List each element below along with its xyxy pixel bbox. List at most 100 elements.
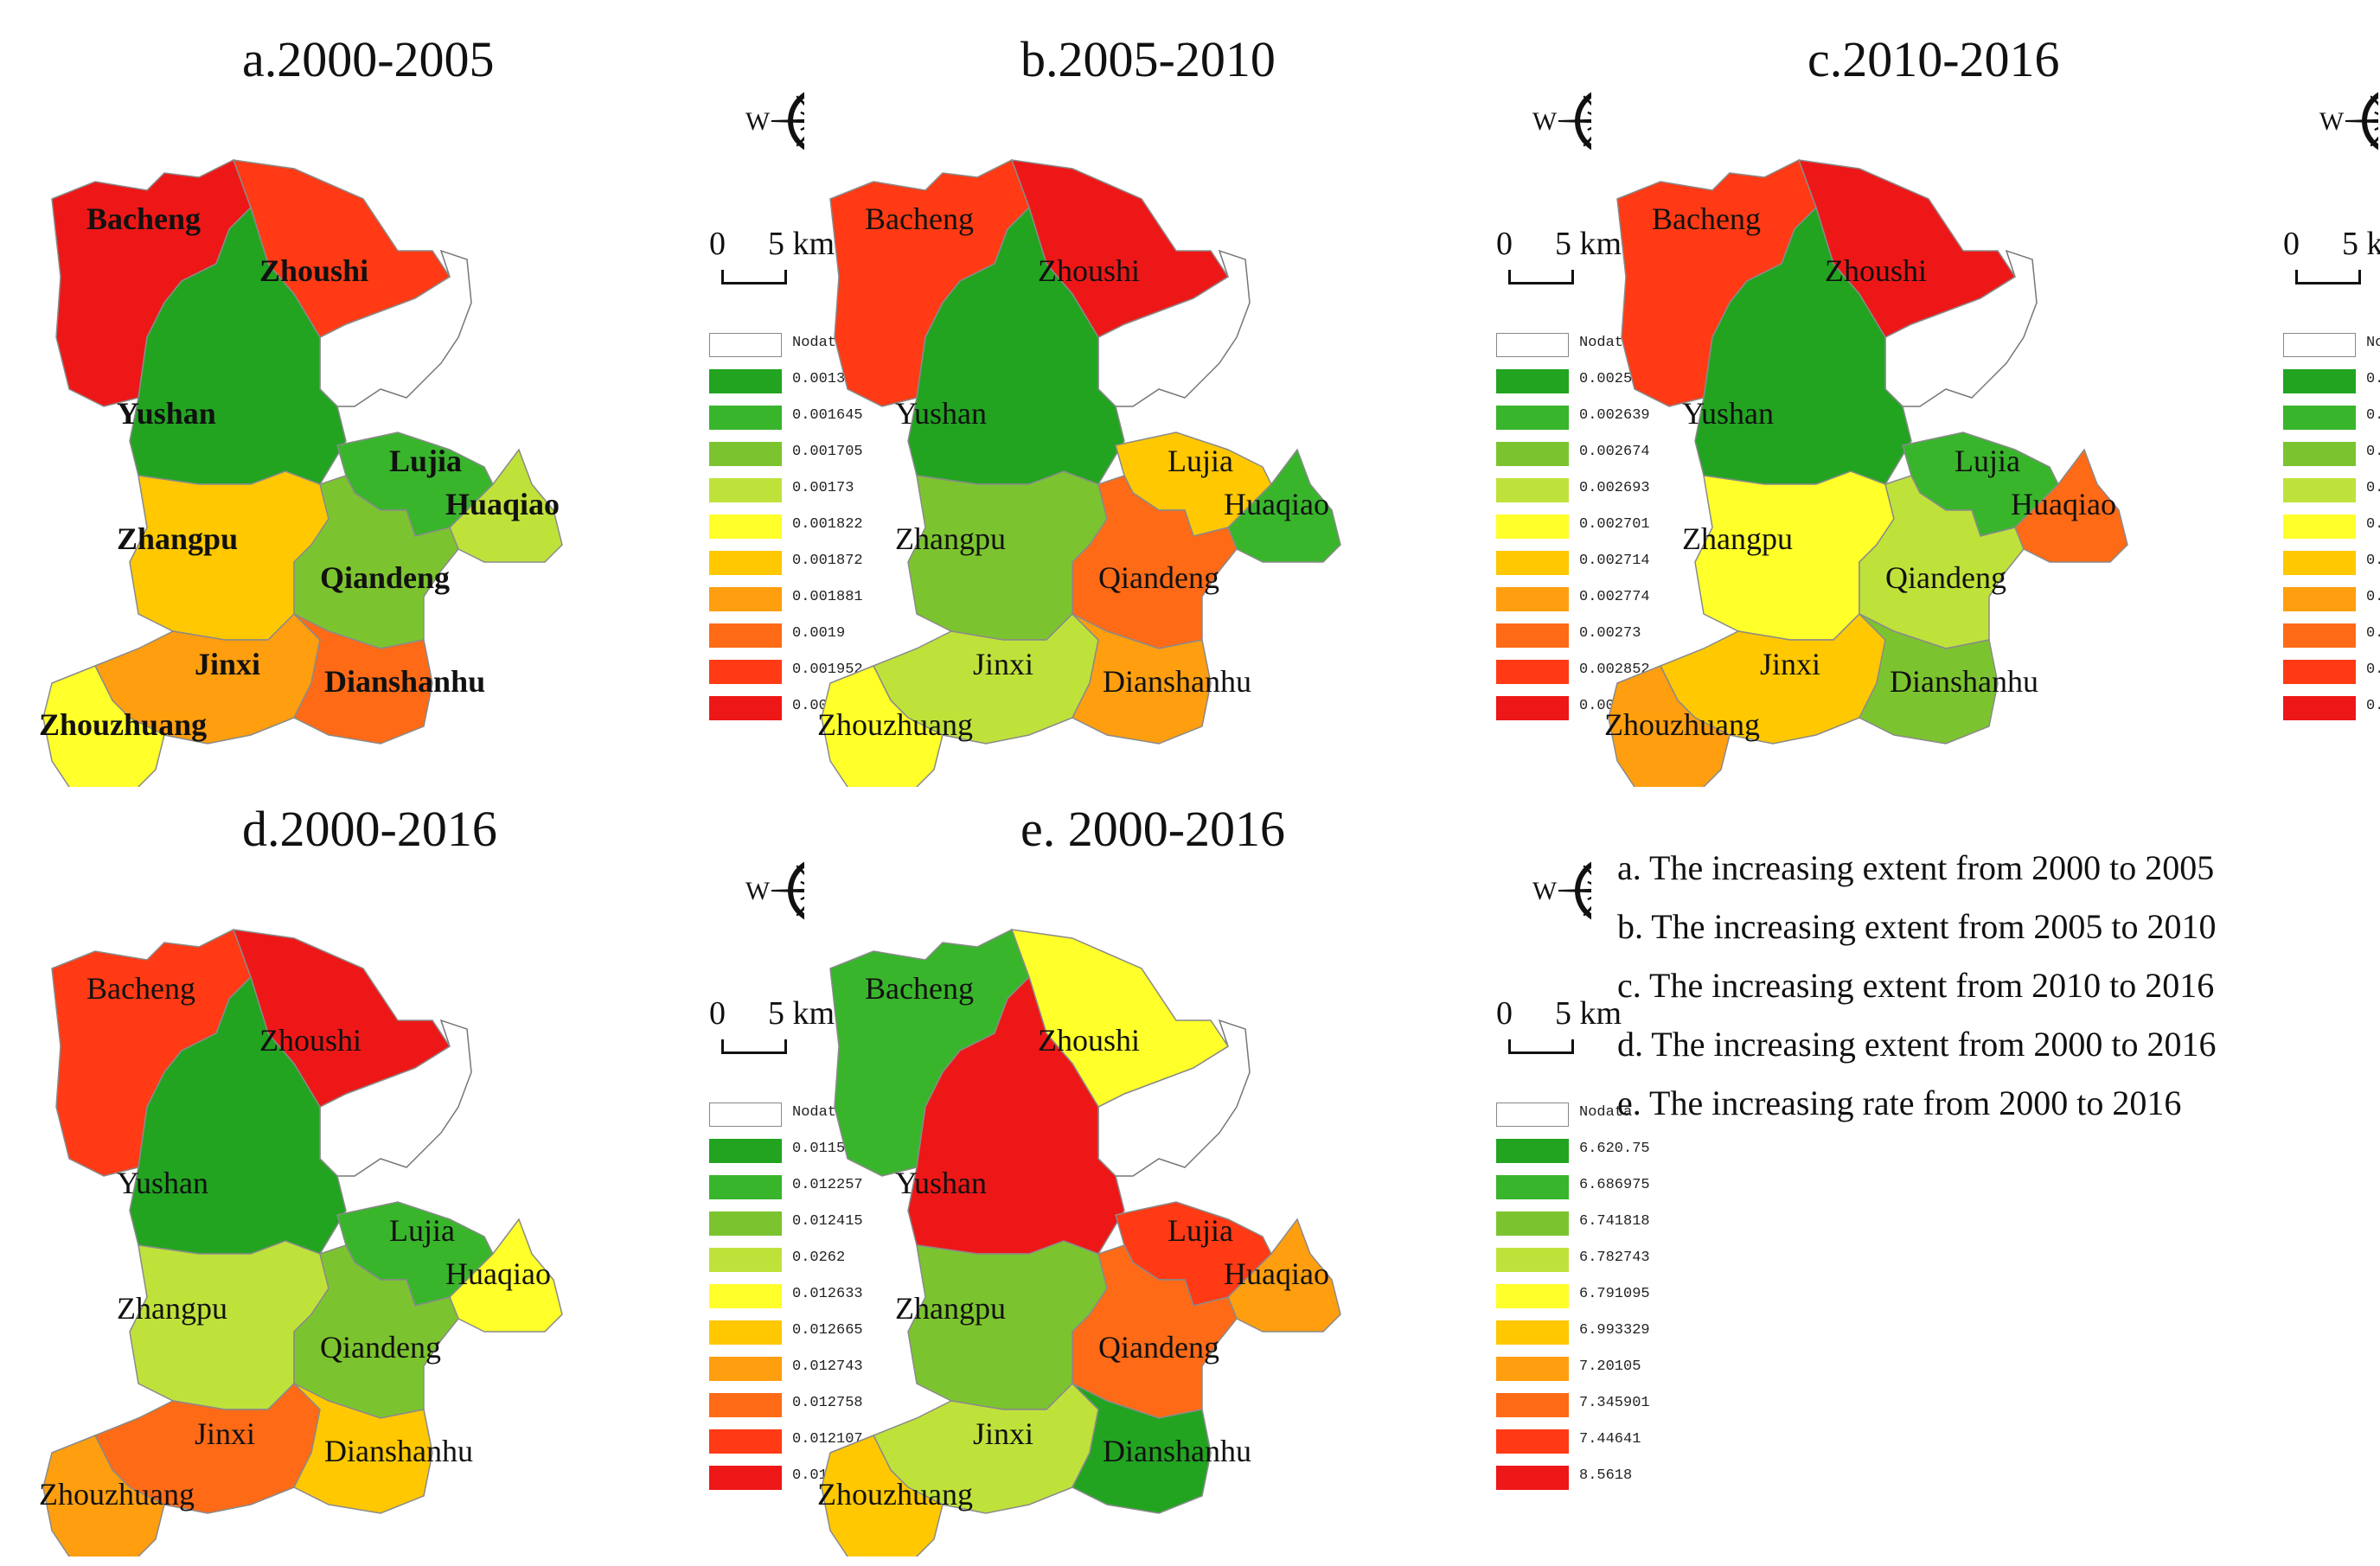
town-label-bacheng: Bacheng [865, 971, 974, 1006]
legend-swatch [1496, 478, 1569, 502]
scale-zero: 0 [1496, 995, 1513, 1032]
legend-swatch [1496, 1175, 1569, 1199]
legend-label: 0.037895 [2366, 407, 2380, 424]
region-dianshanhu [292, 1383, 433, 1514]
legend-swatch [2283, 515, 2356, 539]
region-qiandeng [1072, 475, 1238, 649]
legend-label: Nodata [792, 335, 846, 351]
legend-swatch [709, 1175, 782, 1199]
town-label-yushan: Yushan [117, 1166, 208, 1200]
legend-label: 0.012633 [792, 1286, 863, 1302]
legend-swatch [2283, 478, 2356, 502]
legend-label: 6.620.75 [1579, 1141, 1650, 1157]
region-huaqiao [2014, 448, 2128, 563]
legend-label: 0.0262 [792, 1250, 846, 1266]
legend-swatch [709, 696, 782, 720]
legend-label: 0.03822 [2366, 589, 2380, 605]
town-label-qiandeng: Qiandeng [1098, 1330, 1219, 1365]
town-label-yushan: Yushan [895, 1166, 987, 1200]
legend-swatch [1496, 1357, 1569, 1381]
legend-label: 0.001952 [792, 662, 863, 678]
legend-label: 6.741818 [1579, 1213, 1650, 1230]
town-label-dianshanhu: Dianshanhu [1890, 664, 2038, 699]
region-zhouzhuang [42, 1435, 165, 1556]
compass-w: W [2319, 107, 2345, 136]
legend-label: 0.012743 [792, 1358, 863, 1375]
legend-label: 6.782743 [1579, 1250, 1650, 1266]
note-e: e. The increasing rate from 2000 to 2016 [1617, 1083, 2182, 1122]
legend-label: 0.037981 [2366, 444, 2380, 460]
compass-w: W [1532, 107, 1558, 136]
region-dianshanhu [292, 613, 433, 745]
legend-swatch [709, 1139, 782, 1163]
legend-label: 6.686975 [1579, 1177, 1650, 1193]
town-label-huaqiao: Huaqiao [445, 487, 560, 521]
compass-w: W [745, 107, 771, 136]
legend-label: 0.038047 [2366, 480, 2380, 496]
scale-line [1508, 270, 1574, 284]
legend-swatch [1496, 1211, 1569, 1236]
legend-label: 0.002639 [1579, 407, 1650, 424]
legend-label: 0.00273 [1579, 625, 1641, 642]
region-qiandeng [293, 1244, 459, 1419]
legend-swatch [709, 515, 782, 539]
town-label-jinxi: Jinxi [195, 647, 260, 681]
legend-label: 0.037628 [2366, 371, 2380, 387]
legend-label: 7.20105 [1579, 1358, 1641, 1375]
legend-swatch [709, 406, 782, 430]
legend-label: 0.001872 [792, 553, 863, 569]
region-zhouzhuang [42, 665, 165, 787]
town-map: Bacheng Zhoushi Yushan Lujia Huaqiao Zhangpu Q… [1604, 92, 2378, 787]
town-label-zhangpu: Zhangpu [117, 521, 238, 556]
legend-label: 8.5618 [1579, 1467, 1633, 1484]
town-label-dianshanhu: Dianshanhu [324, 1434, 473, 1468]
legend-swatch [709, 1103, 782, 1127]
legend-swatch [2283, 623, 2356, 648]
town-label-lujia: Lujia [1168, 1213, 1233, 1248]
legend-swatch [1496, 1248, 1569, 1272]
legend-swatch [709, 1429, 782, 1454]
region-dianshanhu [1071, 613, 1212, 745]
town-label-bacheng: Bacheng [86, 971, 195, 1006]
legend-label: 0.001705 [792, 444, 863, 460]
region-zhouzhuang [1608, 665, 1731, 787]
panel-title: d.2000-2016 [242, 801, 497, 857]
legend-label: 0.012257 [792, 1177, 863, 1193]
compass-w: W [1532, 877, 1558, 905]
legend-swatch [1496, 406, 1569, 430]
town-label-huaqiao: Huaqiao [445, 1256, 551, 1291]
note-a: a. The increasing extent from 2000 to 20… [1617, 848, 2215, 887]
legend-label: 6.791095 [1579, 1286, 1650, 1302]
legend-swatch [1496, 623, 1569, 648]
town-label-qiandeng: Qiandeng [320, 1330, 441, 1365]
region-dianshanhu [1858, 613, 1999, 745]
panel-title: e. 2000-2016 [1020, 801, 1286, 857]
scale-line [721, 270, 787, 284]
legend-label: 0.001881 [792, 589, 863, 605]
legend-label: 0.038297 [2366, 662, 2380, 678]
region-dianshanhu [1071, 1383, 1212, 1514]
town-label-zhouzhuang: Zhouzhuang [1604, 707, 1760, 742]
map-panel-a: a.2000-2005 Bacheng Zhoushi Yushan Lujia Huaq… [26, 26, 863, 787]
town-label-zhoushi: Zhoushi [1038, 1023, 1140, 1058]
region-zhouzhuang [821, 665, 944, 787]
town-label-lujia: Lujia [1168, 444, 1233, 478]
legend-swatch [1496, 333, 1569, 357]
legend-label: 0.012758 [792, 1395, 863, 1411]
note-c: c. The increasing extent from 2010 to 20… [1617, 966, 2215, 1005]
town-label-jinxi: Jinxi [1760, 647, 1820, 681]
legend-label: 0.012665 [792, 1322, 863, 1339]
map-panel-c: c.2010-2016 Bacheng Zhoushi Yushan Lujia Huaq… [1591, 26, 2380, 787]
legend-swatch [2283, 406, 2356, 430]
town-label-jinxi: Jinxi [973, 1416, 1033, 1451]
town-label-huaqiao: Huaqiao [2011, 487, 2116, 521]
town-map: Bacheng Zhoushi Yushan Lujia Huaqiao Zhangpu Q… [39, 861, 804, 1556]
legend-swatch [1496, 551, 1569, 575]
legend-label: 0.002714 [1579, 553, 1650, 569]
legend-swatch [1496, 1466, 1569, 1490]
town-label-dianshanhu: Dianshanhu [1103, 1434, 1251, 1468]
town-map: Bacheng Zhoushi Yushan Lujia Huaqiao Zhangpu Q… [817, 92, 1591, 787]
legend-swatch [709, 442, 782, 466]
scale-distance: 5 km [768, 995, 835, 1032]
town-label-bacheng: Bacheng [865, 201, 974, 236]
